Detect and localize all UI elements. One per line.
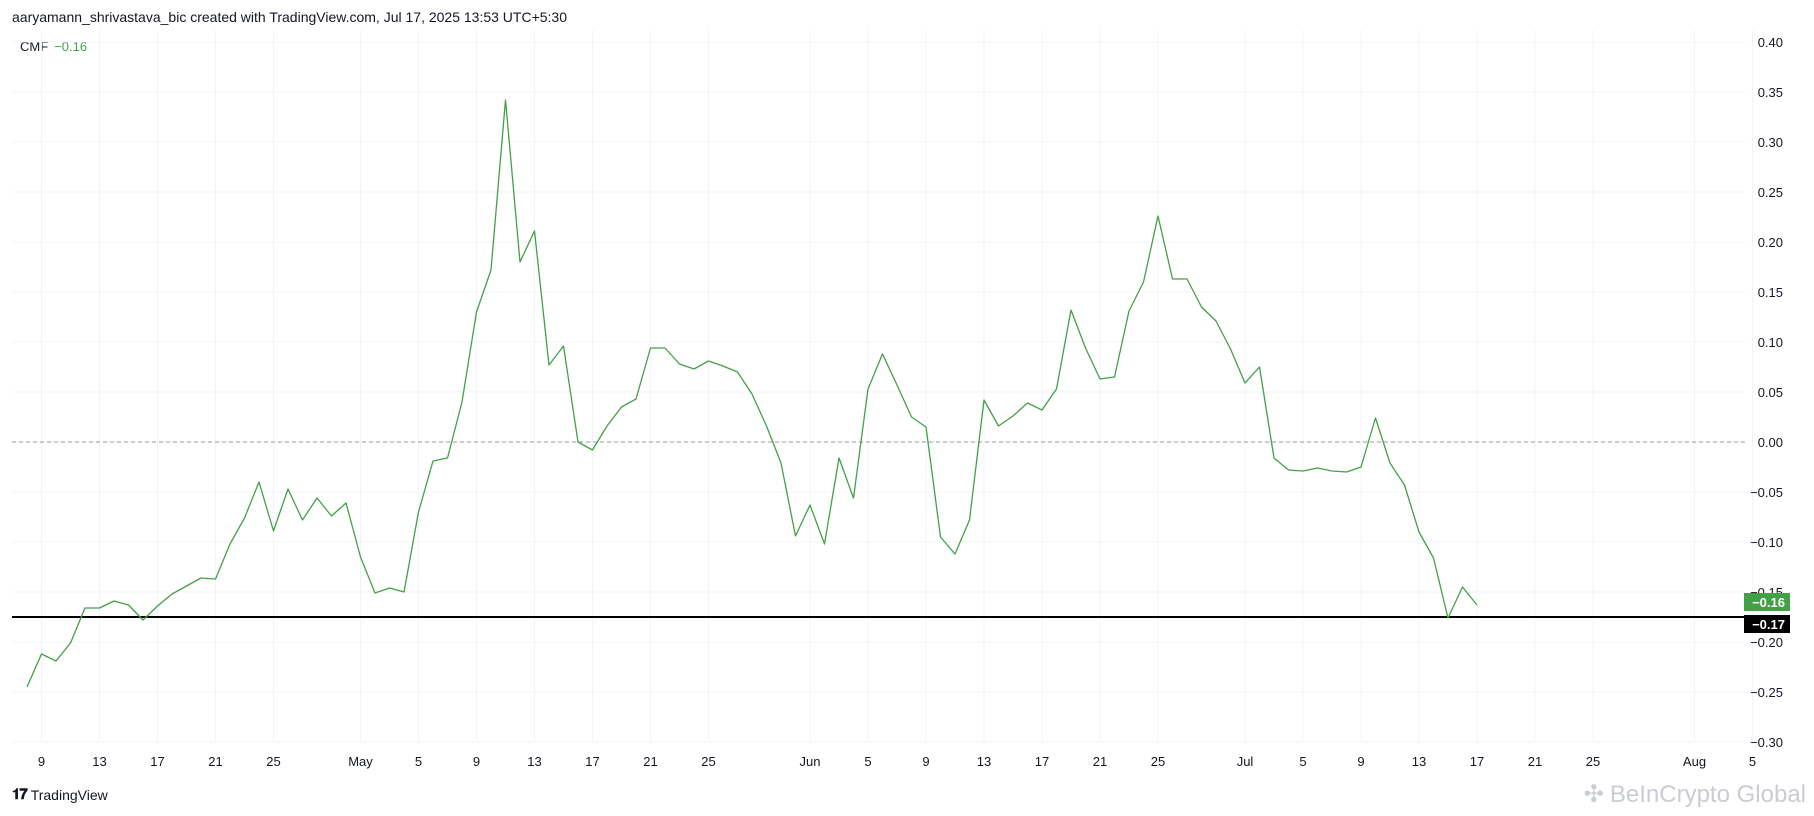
y-tick-label: −0.20 <box>1750 635 1783 650</box>
x-tick-label: 9 <box>38 754 45 769</box>
x-tick-label: 9 <box>922 754 929 769</box>
y-tick-label: −0.10 <box>1750 535 1783 550</box>
tradingview-logo-icon: 𝟏𝟕 <box>12 786 28 803</box>
x-tick-label: 13 <box>527 754 541 769</box>
x-axis[interactable]: 9 13 17 21 25 May 5 9 13 17 21 25 Jun 5 9 13 17 21 25 Jul 5 9… <box>38 754 1756 769</box>
y-tick-label: −0.30 <box>1750 735 1783 750</box>
price-badge-label: −0.16 <box>1752 595 1785 610</box>
chart-attribution: aaryamann_shrivastava_bic created with T… <box>12 9 568 25</box>
y-tick-label: 0.35 <box>1758 85 1783 100</box>
x-tick-label: 25 <box>701 754 715 769</box>
y-tick-label: 0.25 <box>1758 185 1783 200</box>
price-badge <box>1744 593 1790 611</box>
grid-lines <box>12 30 1753 743</box>
watermark: ✣ BeInCrypto Global <box>1584 780 1806 809</box>
x-tick-label: 9 <box>1357 754 1364 769</box>
x-tick-label: 13 <box>977 754 991 769</box>
y-tick-label: 0.15 <box>1758 285 1783 300</box>
x-tick-label: 21 <box>1528 754 1542 769</box>
indicator-value: −0.16 <box>54 39 88 54</box>
y-tick-label: 0.20 <box>1758 235 1783 250</box>
y-tick-label: 0.40 <box>1758 35 1783 50</box>
price-badges: −0.16 −0.17 <box>1744 593 1790 633</box>
x-tick-label: Aug <box>1683 754 1706 769</box>
x-tick-label: 21 <box>208 754 222 769</box>
x-tick-label: 5 <box>1299 754 1306 769</box>
y-tick-label: −0.25 <box>1750 685 1783 700</box>
y-tick-label: 0.00 <box>1758 435 1783 450</box>
x-tick-label: 17 <box>1035 754 1049 769</box>
tradingview-logo-text: TradingView <box>30 786 108 803</box>
x-tick-label: 17 <box>585 754 599 769</box>
y-tick-label: 0.30 <box>1758 135 1783 150</box>
price-badge-label: −0.17 <box>1752 617 1785 632</box>
price-badge <box>1744 615 1790 633</box>
beincrypto-logo-icon: ✣ <box>1583 781 1604 808</box>
reference-lines <box>12 441 1745 618</box>
x-tick-label: Jul <box>1237 754 1254 769</box>
y-tick-label: 0.10 <box>1758 335 1783 350</box>
x-tick-label: 21 <box>643 754 657 769</box>
x-tick-label: May <box>348 754 373 769</box>
x-tick-label: 13 <box>1412 754 1426 769</box>
watermark-text: BeInCrypto Global <box>1609 780 1806 808</box>
x-tick-label: 25 <box>266 754 280 769</box>
x-tick-label: 25 <box>1586 754 1600 769</box>
series-layer <box>26 99 1478 688</box>
x-tick-label: 25 <box>1151 754 1165 769</box>
x-tick-label: 5 <box>864 754 871 769</box>
y-axis[interactable]: 0.40 0.35 0.30 0.25 0.20 0.15 0.10 0.05 0.00 −0.0… <box>1750 35 1783 750</box>
x-tick-label: 17 <box>1470 754 1484 769</box>
cmf-series-line <box>26 99 1478 688</box>
y-tick-label: −0.05 <box>1750 485 1783 500</box>
tradingview-logo[interactable]: 𝟏𝟕 TradingView <box>12 786 108 803</box>
x-tick-label: 5 <box>415 754 422 769</box>
x-tick-label: 21 <box>1093 754 1107 769</box>
x-tick-label: Jun <box>800 754 821 769</box>
x-tick-label: 17 <box>150 754 164 769</box>
x-tick-label: 5 <box>1749 754 1756 769</box>
y-tick-label: 0.05 <box>1758 385 1783 400</box>
x-tick-label: 9 <box>473 754 480 769</box>
x-tick-label: 13 <box>92 754 106 769</box>
